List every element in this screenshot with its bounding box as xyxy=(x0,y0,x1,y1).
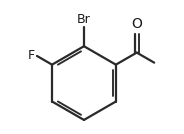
Text: Br: Br xyxy=(77,13,91,26)
Text: O: O xyxy=(131,17,142,31)
Text: F: F xyxy=(28,49,35,62)
